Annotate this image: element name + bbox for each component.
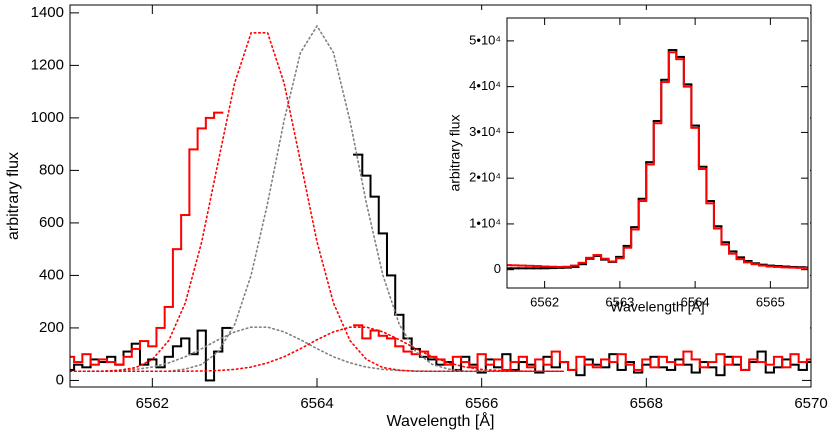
plot-panel: 6562 6564 6566 6568 6570 0 200 400 600 800 1000 120… <box>5 4 827 430</box>
y-tick-label: 5•10⁴ <box>469 32 501 47</box>
y-axis-title: arbitrary flux <box>5 152 22 240</box>
x-tick-label: 6566 <box>465 395 498 412</box>
y-tick-label: 0 <box>56 371 64 388</box>
plot-area <box>70 24 811 382</box>
y-tick-label: 1•10⁴ <box>469 215 501 230</box>
x-tick-label: 6562 <box>530 294 559 309</box>
x-axis-title: Wavelength [Å] <box>387 411 495 430</box>
x-tick-label: 6562 <box>136 395 169 412</box>
x-tick-label: 6565 <box>756 294 785 309</box>
y-tick-label: 400 <box>39 266 64 283</box>
y-axis-title: arbitrary flux <box>447 114 463 191</box>
y-tick-label: 0 <box>494 261 501 276</box>
x-tick-label: 6564 <box>681 294 710 309</box>
axes-frame <box>506 17 809 289</box>
x-tick-label: 6564 <box>300 395 333 412</box>
plot-area <box>507 49 808 270</box>
model-curve <box>70 326 565 373</box>
plot-panel: 6562 6563 6564 6565 0 1•10⁴ 2•10⁴ 3•10⁴ 4•10⁴ 5•1… <box>437 10 810 330</box>
y-tick-label: 1400 <box>31 4 64 21</box>
y-tick-label: 800 <box>39 161 64 178</box>
x-tick-label: 6570 <box>794 395 827 412</box>
y-tick-label: 200 <box>39 319 64 336</box>
inset-background <box>437 10 810 330</box>
model-curve <box>70 326 565 373</box>
x-tick-label: 6563 <box>605 294 634 309</box>
y-tick-label: 1000 <box>31 109 64 126</box>
y-tick-label: 3•10⁴ <box>469 124 501 139</box>
y-tick-label: 1200 <box>31 56 64 73</box>
x-axis-title: Wavelength [Å] <box>610 299 704 315</box>
axes-frame <box>69 4 812 388</box>
x-tick-label: 6568 <box>630 395 663 412</box>
y-tick-label: 2•10⁴ <box>469 170 501 185</box>
y-tick-label: 4•10⁴ <box>469 78 501 93</box>
y-tick-label: 600 <box>39 214 64 231</box>
